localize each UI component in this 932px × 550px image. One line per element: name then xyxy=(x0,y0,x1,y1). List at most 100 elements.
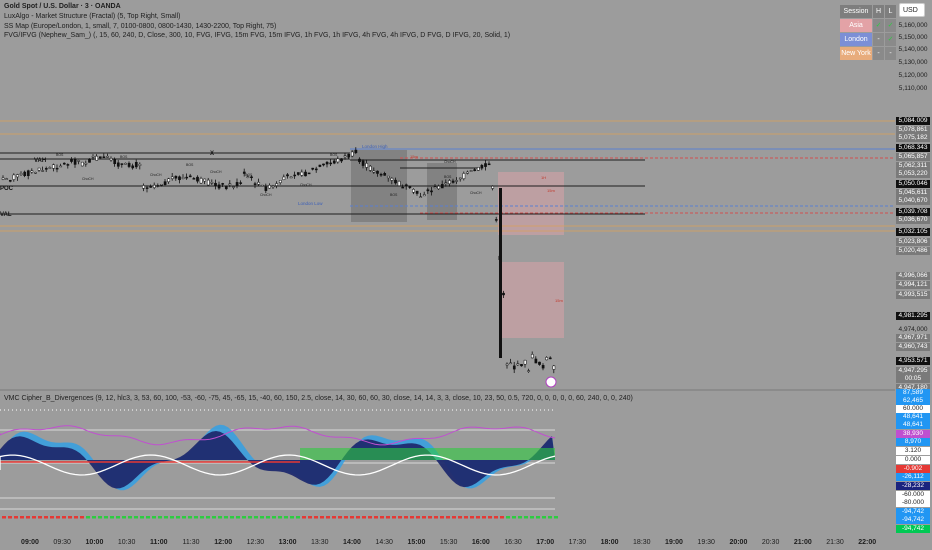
candle-body xyxy=(286,174,289,177)
candle-body xyxy=(480,164,484,169)
candle-body xyxy=(293,174,297,177)
candle-body xyxy=(239,182,243,184)
candle-body xyxy=(152,184,156,188)
candle-body xyxy=(192,178,196,180)
signal-dot xyxy=(344,516,348,519)
chart-label: X xyxy=(210,151,214,157)
candle-body xyxy=(70,159,73,162)
candle-body xyxy=(289,176,293,179)
chart-label: ChoCH xyxy=(260,193,272,197)
signal-dot xyxy=(392,516,396,519)
candle-body xyxy=(552,365,556,370)
candle-body xyxy=(358,158,361,163)
signal-dot xyxy=(518,516,522,519)
price-label: 4,996,066 xyxy=(896,272,930,280)
candle-body xyxy=(386,175,390,179)
candle-body xyxy=(52,164,55,169)
signal-dot xyxy=(74,516,78,519)
signal-dot xyxy=(146,516,150,519)
candle-body xyxy=(415,190,419,194)
signal-dot xyxy=(32,516,36,519)
candle-body xyxy=(221,183,225,185)
candle-body xyxy=(98,156,102,159)
currency-button[interactable]: USD xyxy=(899,3,925,17)
chart-label: BOS xyxy=(330,153,338,157)
candle-body xyxy=(55,167,59,170)
candle-body xyxy=(350,151,354,157)
signal-dot xyxy=(356,516,360,519)
indicator-label: 3.120 xyxy=(896,447,930,455)
candle-body xyxy=(512,365,516,370)
chart-label: 1H xyxy=(541,175,546,180)
candle-body xyxy=(217,184,221,189)
candle-body xyxy=(188,175,192,178)
time-tick-label: 17:30 xyxy=(568,539,587,546)
chart-label: 15m xyxy=(555,298,563,303)
signal-dot xyxy=(494,516,498,519)
candle-body xyxy=(214,182,217,186)
price-label: 00:05 xyxy=(896,375,930,383)
price-label: 5,020,486 xyxy=(896,247,930,255)
indicator-label: 38,930 xyxy=(896,430,930,438)
signal-dot xyxy=(296,516,300,519)
price-label: 5,050.046 xyxy=(896,180,930,188)
signal-dot xyxy=(188,516,192,519)
session-header: Session xyxy=(840,5,872,18)
candle-body xyxy=(365,163,369,168)
price-tick-label: 5,160,000 xyxy=(898,22,928,29)
signal-dot xyxy=(398,516,402,519)
signal-dot xyxy=(212,516,216,519)
candle-body xyxy=(88,158,91,163)
signal-dot xyxy=(368,516,372,519)
indicator-label: -26,112 xyxy=(896,473,930,481)
time-tick-label: 09:30 xyxy=(53,539,71,546)
chart-label: BOS xyxy=(186,163,194,167)
time-tick-label: 12:00 xyxy=(214,539,233,546)
vwap-line xyxy=(0,454,556,476)
time-tick-label: 18:00 xyxy=(600,539,619,546)
symbol-legend[interactable]: Gold Spot / U.S. Dollar · 3 · OANDA xyxy=(4,3,121,10)
time-tick-label: 09:00 xyxy=(21,539,39,546)
candle-body xyxy=(246,176,250,178)
candle-body xyxy=(304,171,307,177)
price-label: 4,960,743 xyxy=(896,343,930,351)
candle-body xyxy=(181,177,185,179)
candle-body xyxy=(30,170,34,173)
price-label: 5,039.708 xyxy=(896,208,930,216)
candle-body xyxy=(318,164,322,167)
time-tick-label: 16:00 xyxy=(471,539,490,546)
signal-dot xyxy=(56,516,60,519)
time-tick-label: 11:00 xyxy=(150,539,168,546)
chart-label: ChoCH xyxy=(150,173,162,177)
candle-body xyxy=(84,162,88,165)
ssmap-legend[interactable]: SS Map (Europe/London, 1, small, 7, 0100… xyxy=(4,23,277,30)
fvg-legend[interactable]: FVG/IFVG (Nephew_Sam_) (, 15, 60, 240, D… xyxy=(4,32,511,39)
time-tick-label: 20:30 xyxy=(761,539,780,546)
candle-body xyxy=(250,176,253,179)
signal-dot xyxy=(338,516,342,519)
signal-dot xyxy=(50,516,54,519)
luxalgo-legend[interactable]: LuxAlgo - Market Structure (Fractal) (5,… xyxy=(4,13,181,20)
session-header-row: Session H L xyxy=(840,5,896,18)
time-tick-label: 15:00 xyxy=(407,539,426,546)
signal-dot xyxy=(260,516,264,519)
candle-body xyxy=(23,171,27,176)
chart-label: ChoCH xyxy=(470,191,482,195)
time-tick-label: 19:30 xyxy=(697,539,715,546)
signal-dot xyxy=(62,516,66,519)
time-axis[interactable]: 09:00 09:30 10:00 10:30 11:00 11:30 12:00 12:30… xyxy=(0,537,932,550)
price-label: 5,040,670 xyxy=(896,197,930,205)
candle-body xyxy=(444,182,448,184)
indicator-legend[interactable]: VMC Cipher_B_Divergences (9, 12, hlc3, 3… xyxy=(4,395,633,402)
candle-body xyxy=(156,185,160,187)
signal-dot xyxy=(254,516,258,519)
chart-label: London Low xyxy=(298,201,323,206)
candle-body xyxy=(448,180,451,185)
candle-body xyxy=(390,177,394,181)
candle-body xyxy=(376,170,379,174)
candle-body xyxy=(379,173,383,176)
candle-body xyxy=(430,190,433,193)
candle-body xyxy=(257,181,261,185)
